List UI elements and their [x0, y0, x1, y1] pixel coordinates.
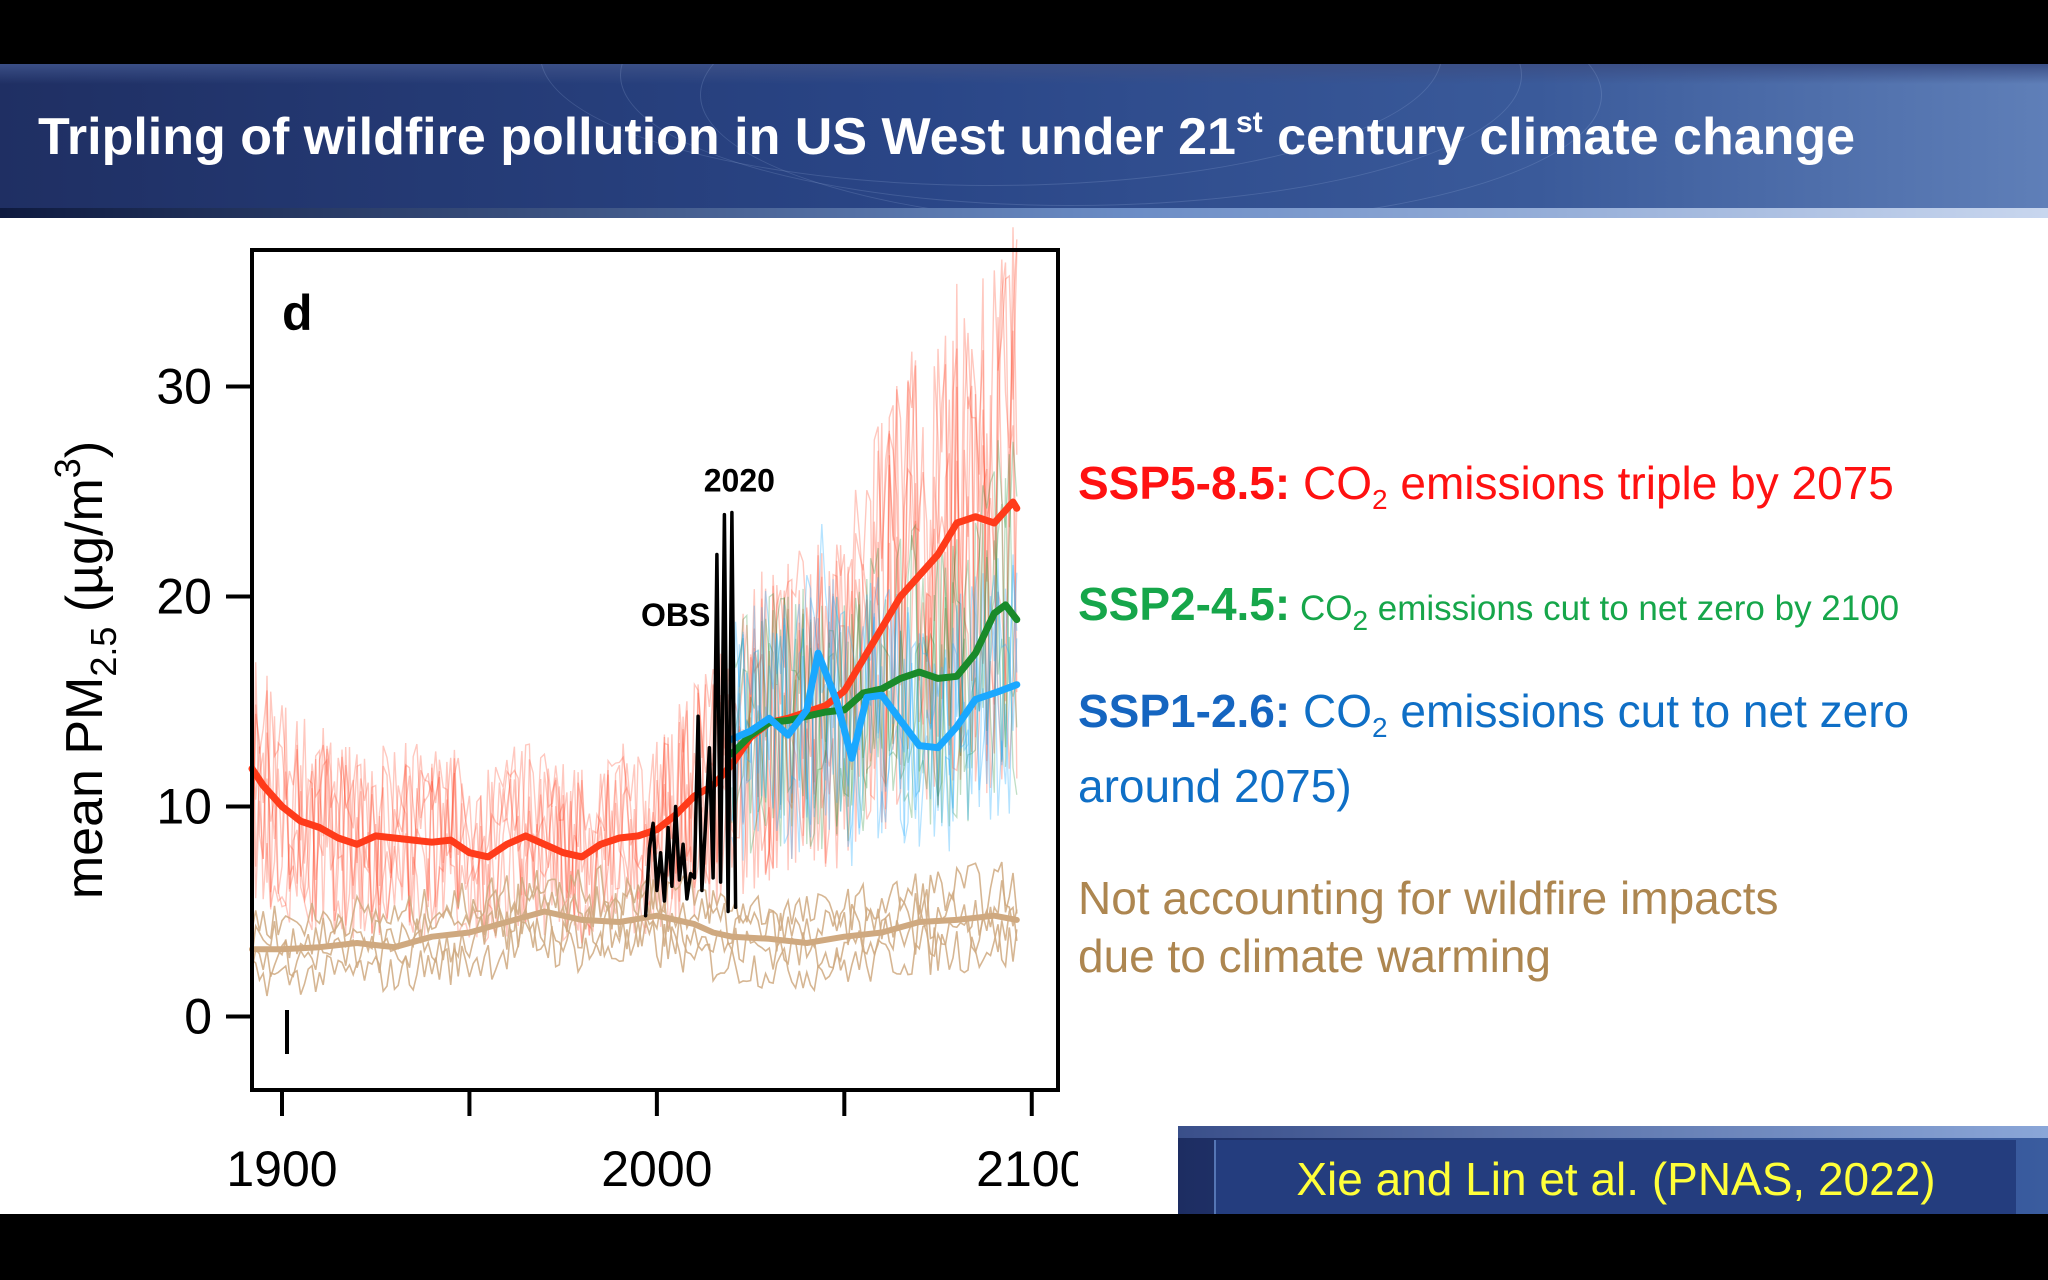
slide-body: 0 10 20 30 1900 2000 2100 d OBS 2020 mean PM2.5 (µ… [0, 218, 2048, 1214]
legend-ssp126-line2: around 2075) [1078, 760, 1352, 813]
citation-panel: Xie and Lin et al. (PNAS, 2022) [1214, 1140, 2016, 1214]
x-tick-label: 2100 [976, 1141, 1078, 1197]
ssp245-line [728, 601, 1021, 758]
noclim-member-line [251, 918, 1018, 997]
y-axis-title-text: mean PM [56, 677, 114, 900]
series-lines [248, 498, 1021, 953]
y-axis-title: mean PM2.5 (µg/m3) [47, 441, 124, 899]
legend-ssp245-text: emissions cut to net zero by 2100 [1368, 589, 1900, 628]
citation-box: Xie and Lin et al. (PNAS, 2022) [1178, 1126, 2048, 1214]
legend-ssp585-text: emissions triple by 2075 [1387, 457, 1894, 509]
panel-label: d [282, 285, 313, 341]
ssp126-member-line [731, 586, 1018, 859]
legend-ssp585-sub: 2 [1372, 484, 1388, 516]
ssp245-member-line [731, 440, 1018, 827]
legend-noclim-line1: Not accounting for wildfire impacts [1078, 872, 1779, 924]
legend-ssp126-key: SSP1-2.6: [1078, 685, 1291, 737]
slide-title: Tripling of wildfire pollution in US Wes… [38, 106, 1855, 167]
legend-ssp585-key: SSP5-8.5: [1078, 457, 1291, 509]
ssp585-member-line [251, 251, 1018, 934]
ensemble-members [251, 227, 1018, 997]
noclim-line [249, 908, 1020, 953]
ssp585-member-line [251, 259, 1018, 938]
legend-ssp585-co: CO [1290, 457, 1372, 509]
pm25-chart: 0 10 20 30 1900 2000 2100 d OBS 2020 mean PM2.5 (µ… [47, 227, 1078, 1197]
title-main: Tripling of wildfire pollution in US Wes… [38, 108, 1236, 166]
legend-ssp126-co: CO [1290, 685, 1372, 737]
y-tick-label: 30 [156, 359, 212, 415]
ssp126-line [728, 649, 1021, 762]
ssp126-member-line [731, 523, 1018, 867]
y-axis-title-close: ) [56, 441, 114, 458]
legend-no-climate: Not accounting for wildfire impacts due t… [1078, 869, 1779, 985]
chart-labels: 0 10 20 30 1900 2000 2100 d OBS 2020 mean PM2.5 (µ… [47, 285, 1078, 1197]
x-tick-label: 1900 [226, 1141, 337, 1197]
noclim-member-line [251, 861, 1018, 941]
y-axis-title-unit: (µg/m [56, 478, 114, 626]
ssp585-line [248, 498, 1021, 861]
ssp245-member-line [731, 471, 1018, 859]
annotation-label: 2020 [704, 463, 775, 499]
legend-noclim-line2: due to climate warming [1078, 930, 1551, 982]
ssp585-member-line [251, 239, 1018, 939]
ssp585-member-line [251, 278, 1018, 945]
legend-ssp126: SSP1-2.6: CO2 emissions cut to net zero a… [1078, 682, 1909, 815]
chart-axes [226, 248, 1060, 1116]
ssp585-member-line [251, 227, 1018, 946]
legend-ssp245-co: CO [1290, 589, 1353, 628]
y-tick-label: 0 [184, 989, 212, 1045]
title-sup: st [1235, 106, 1263, 139]
y-axis-title-sup: 3 [47, 458, 88, 478]
title-rest: century climate change [1262, 108, 1856, 166]
obs-line [643, 510, 738, 918]
citation-text: Xie and Lin et al. (PNAS, 2022) [1296, 1153, 1936, 1205]
title-banner: Tripling of wildfire pollution in US Wes… [0, 64, 2048, 218]
legend-ssp245-key: SSP2-4.5: [1078, 578, 1291, 630]
legend-ssp126-sub: 2 [1372, 712, 1388, 744]
legend-ssp245: SSP2-4.5: CO2 emissions cut to net zero … [1078, 575, 1899, 650]
annotation-label: OBS [641, 597, 710, 633]
ssp126-member-line [731, 564, 1018, 861]
legend-ssp126-text: emissions cut to net zero [1387, 685, 1910, 737]
y-tick-label: 10 [156, 779, 212, 835]
ssp245-member-line [731, 478, 1018, 847]
y-axis-title-sub: 2.5 [83, 627, 124, 677]
legend-ssp585: SSP5-8.5: CO2 emissions triple by 2075 [1078, 454, 1894, 529]
x-tick-label: 2000 [601, 1141, 712, 1197]
y-tick-label: 20 [156, 569, 212, 625]
legend-ssp245-sub: 2 [1352, 605, 1369, 637]
